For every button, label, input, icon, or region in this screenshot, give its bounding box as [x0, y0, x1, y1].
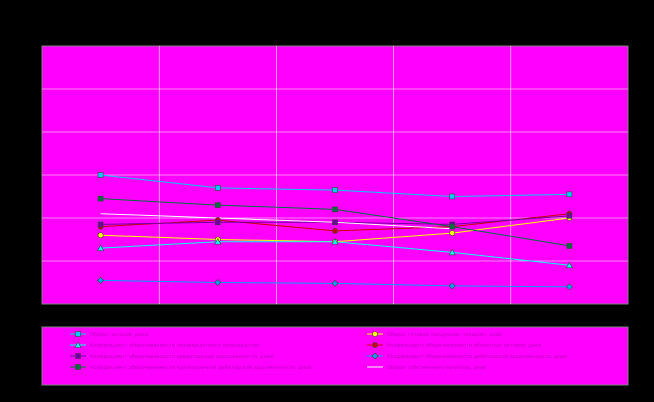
data-point	[448, 248, 456, 256]
data-point	[332, 206, 338, 213]
data-point	[215, 219, 221, 226]
data-point	[331, 238, 339, 245]
legend-marker	[372, 342, 378, 348]
series-markers	[97, 172, 573, 291]
data-point	[97, 244, 105, 251]
data-point	[566, 243, 573, 249]
data-point	[566, 213, 573, 219]
legend-marker	[74, 341, 82, 348]
legend-label: Коэффициент оборачиваемости оборотных ак…	[387, 342, 541, 349]
data-point	[448, 282, 456, 290]
legend-marker	[371, 352, 379, 360]
data-point	[565, 283, 573, 291]
data-point	[449, 230, 456, 236]
data-point	[332, 219, 338, 226]
legend-label: Оборот готовой продукции (товаров), дней	[387, 331, 502, 338]
legend-marker	[372, 331, 378, 337]
data-point	[97, 221, 104, 228]
data-point	[214, 238, 222, 245]
data-point	[449, 193, 456, 200]
legend-marker	[75, 364, 81, 370]
data-point	[565, 261, 573, 269]
legend-label: Коэффициент оборачиваемости кредиторской…	[90, 353, 273, 360]
data-point	[97, 276, 105, 284]
legend-marker	[75, 353, 81, 359]
data-point	[215, 202, 221, 208]
data-point	[97, 172, 104, 178]
data-point	[97, 195, 104, 202]
legend-marker	[75, 331, 81, 337]
legend-label: Оборот собственного капитала, дней	[387, 364, 486, 371]
legend-box	[41, 326, 629, 386]
legend-label: Коэффициент оборачиваемости краткосрочно…	[90, 364, 312, 371]
legend: Оборот запасов, дней Оборот готовой проду…	[70, 331, 567, 371]
data-point	[97, 232, 104, 239]
data-point	[566, 191, 573, 198]
gridlines	[42, 46, 628, 304]
data-point	[331, 279, 339, 287]
data-point	[332, 187, 338, 193]
data-point	[332, 227, 338, 234]
series-line	[100, 213, 453, 230]
legend-label: Коэффициент оборачиваемости незавершенно…	[90, 343, 259, 349]
data-point	[214, 279, 222, 286]
legend-label: Коэффициент оборачиваемости дебиторской …	[387, 353, 567, 360]
data-point	[449, 223, 456, 230]
data-point	[215, 185, 221, 191]
legend-label: Оборот запасов, дней	[90, 331, 148, 338]
